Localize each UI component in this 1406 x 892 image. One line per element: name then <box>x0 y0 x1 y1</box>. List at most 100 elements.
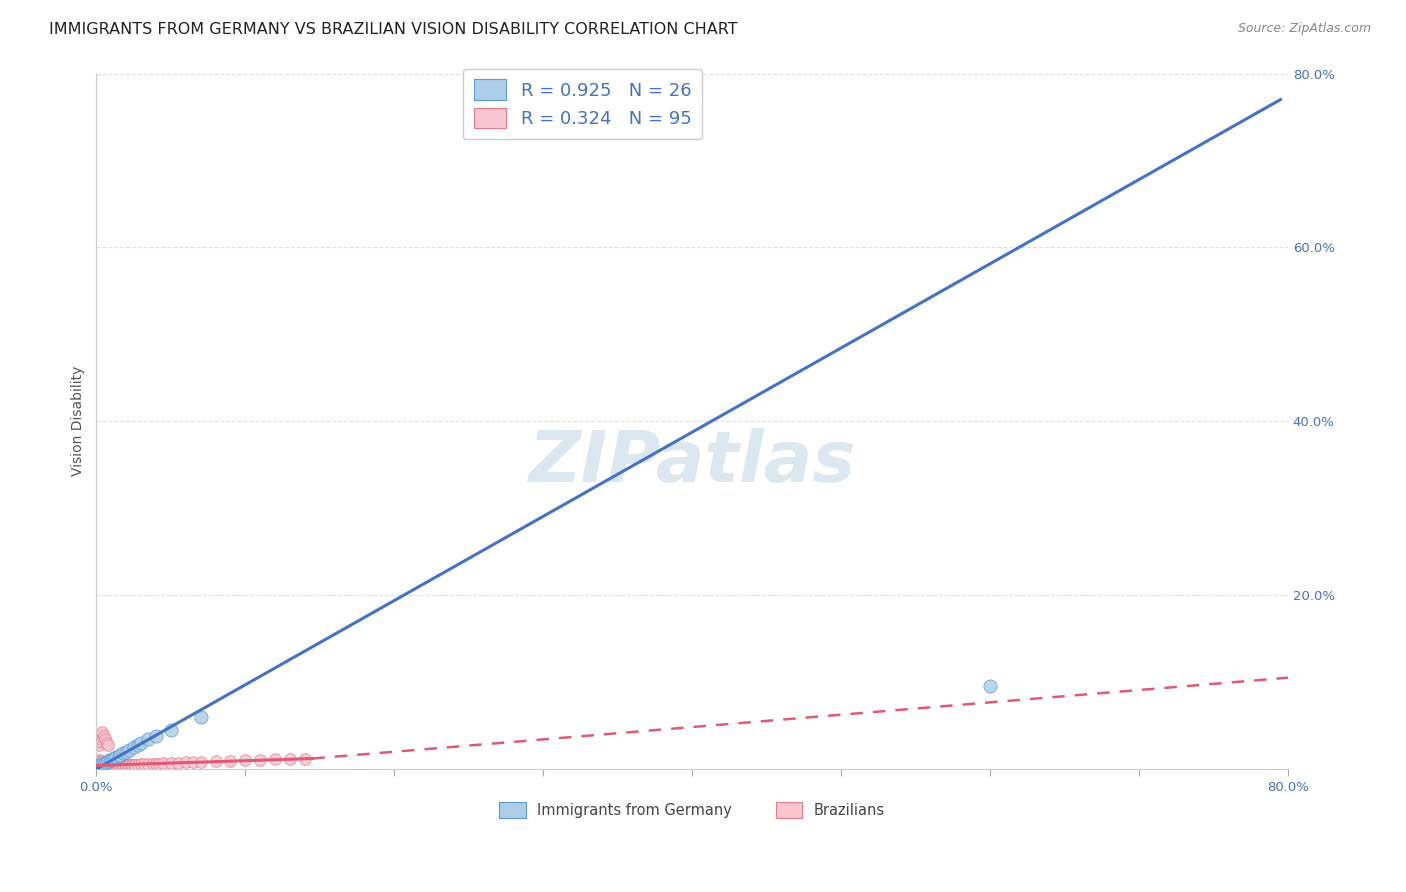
Point <box>94 732 117 747</box>
Point <box>97 756 120 770</box>
Point <box>93 758 115 772</box>
Point <box>107 748 129 763</box>
Point <box>159 723 181 737</box>
Point <box>90 757 112 772</box>
Text: Source: ZipAtlas.com: Source: ZipAtlas.com <box>1237 22 1371 36</box>
Point <box>138 731 160 746</box>
Point <box>118 743 141 757</box>
Point <box>108 747 131 762</box>
Point <box>107 758 129 772</box>
Point <box>122 757 145 772</box>
Point <box>90 731 112 746</box>
Point <box>100 753 122 767</box>
Point <box>87 756 110 771</box>
Point <box>121 757 143 772</box>
Point <box>107 757 129 772</box>
Point <box>87 731 110 746</box>
Point <box>97 754 120 768</box>
Point <box>89 734 111 748</box>
Point <box>96 736 118 750</box>
Point <box>90 756 112 770</box>
Point <box>181 755 204 769</box>
Point <box>118 757 141 772</box>
Point <box>91 757 114 772</box>
Point <box>114 758 136 772</box>
Point <box>91 756 114 770</box>
Point <box>93 757 115 772</box>
Point <box>90 755 112 769</box>
Point <box>278 752 301 766</box>
Point <box>90 729 112 743</box>
Point <box>115 745 138 759</box>
Point <box>93 756 115 770</box>
Legend: Immigrants from Germany, Brazilians: Immigrants from Germany, Brazilians <box>494 796 891 824</box>
Point <box>294 751 316 765</box>
Point <box>111 758 134 772</box>
Point <box>129 756 152 771</box>
Point <box>174 755 197 769</box>
Point <box>233 753 256 767</box>
Point <box>89 756 111 771</box>
Point <box>152 756 174 770</box>
Point <box>94 756 117 770</box>
Point <box>101 757 124 772</box>
Point <box>94 758 117 772</box>
Point <box>249 753 271 767</box>
Point <box>89 756 111 770</box>
Point <box>124 757 146 772</box>
Point <box>98 757 121 772</box>
Point <box>104 757 127 772</box>
Point <box>97 756 120 771</box>
Point <box>94 756 117 770</box>
Point <box>98 758 121 772</box>
Point <box>89 757 111 772</box>
Point <box>129 736 152 750</box>
Point <box>89 758 111 772</box>
Point <box>979 679 1001 693</box>
Point <box>94 757 117 772</box>
Text: IMMIGRANTS FROM GERMANY VS BRAZILIAN VISION DISABILITY CORRELATION CHART: IMMIGRANTS FROM GERMANY VS BRAZILIAN VIS… <box>49 22 738 37</box>
Point <box>90 754 112 768</box>
Point <box>104 749 127 764</box>
Point <box>167 756 190 770</box>
Point <box>120 757 142 772</box>
Point <box>101 758 124 772</box>
Point <box>115 757 138 772</box>
Point <box>97 758 120 772</box>
Point <box>145 756 167 771</box>
Point <box>103 757 125 772</box>
Point <box>91 756 114 771</box>
Point <box>89 754 111 768</box>
Point <box>105 758 128 772</box>
Point <box>148 756 170 771</box>
Point <box>96 756 118 771</box>
Point <box>93 756 115 771</box>
Point <box>93 756 115 771</box>
Point <box>101 751 124 765</box>
Point <box>127 738 149 752</box>
Point <box>93 755 115 769</box>
Point <box>103 758 125 772</box>
Point <box>122 740 145 755</box>
Point <box>112 747 135 761</box>
Point <box>219 754 242 768</box>
Point <box>98 753 121 767</box>
Point <box>91 727 114 741</box>
Point <box>89 753 111 767</box>
Point <box>103 750 125 764</box>
Point <box>127 757 149 772</box>
Point <box>112 758 135 772</box>
Point <box>100 758 122 772</box>
Point <box>104 758 127 772</box>
Point <box>117 757 139 772</box>
Point <box>87 757 110 772</box>
Point <box>190 710 212 724</box>
Point <box>91 755 114 769</box>
Point <box>100 757 122 772</box>
Point <box>91 754 114 768</box>
Point <box>159 756 181 770</box>
Point <box>90 757 112 772</box>
Point <box>145 729 167 743</box>
Point <box>93 729 115 743</box>
Point <box>87 736 110 750</box>
